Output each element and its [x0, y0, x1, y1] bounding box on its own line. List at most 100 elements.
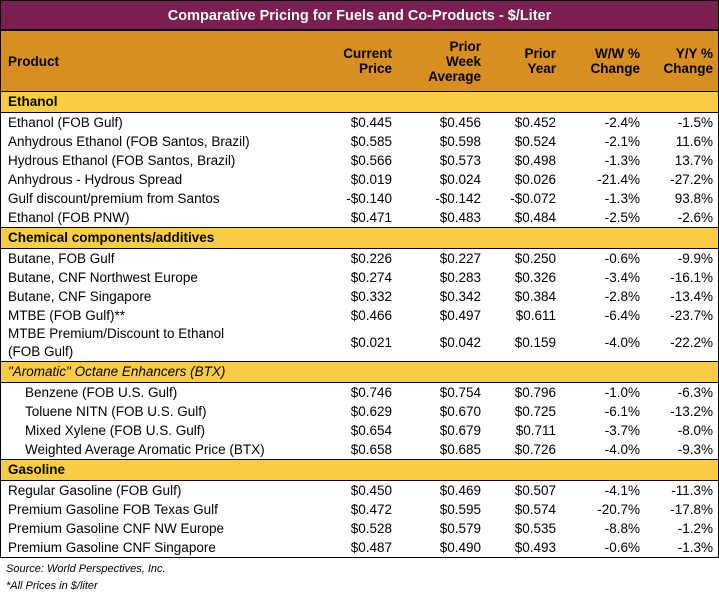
product-cell: MTBE (FOB Gulf)** [8, 307, 126, 323]
prior-year-cell: $0.796 [514, 384, 556, 400]
column-header: Prior Week Average [428, 38, 481, 84]
product-cell: MTBE Premium/Discount to Ethanol (FOB Gu… [8, 326, 225, 359]
prior-week-average-cell: $0.754 [439, 384, 481, 400]
table-row: Premium Gasoline CNF NW Europe $0.528 $0… [1, 519, 718, 538]
prior-year-cell: $0.493 [514, 539, 556, 555]
ww-change-cell: -0.6% [604, 250, 640, 266]
table-row: Weighted Average Aromatic Price (BTX) $0… [1, 440, 718, 459]
current-price-cell: $0.226 [350, 250, 392, 266]
current-price-cell: $0.654 [350, 422, 392, 438]
yy-change-cell: 11.6% [675, 133, 713, 149]
current-price-cell: $0.274 [350, 269, 392, 285]
prior-week-average-cell: $0.497 [439, 307, 481, 323]
column-header: Y/Y % Change [663, 46, 713, 76]
section-rows: Ethanol (FOB Gulf) $0.445 $0.456 $0.452 … [1, 113, 718, 227]
footer: Source: World Perspectives, Inc. *All Pr… [0, 558, 719, 599]
prior-year-cell: $0.452 [514, 114, 556, 130]
prior-week-average-cell: $0.573 [439, 152, 481, 168]
product-cell: Butane, FOB Gulf [8, 250, 115, 266]
prior-year-cell: -$0.072 [510, 190, 556, 206]
product-cell: Ethanol (FOB Gulf) [8, 114, 123, 130]
ww-change-cell: -3.4% [604, 269, 640, 285]
prior-week-average-cell: $0.679 [439, 422, 481, 438]
table-row: Benzene (FOB U.S. Gulf) $0.746 $0.754 $0… [1, 383, 718, 402]
current-price-cell: $0.746 [350, 384, 392, 400]
section-header: Gasoline [1, 459, 718, 481]
prior-week-average-cell: $0.456 [439, 114, 481, 130]
ww-change-cell: -0.6% [604, 539, 640, 555]
yy-change-cell: -1.2% [677, 520, 713, 536]
ww-change-cell: -3.7% [604, 422, 640, 438]
prior-year-cell: $0.711 [515, 422, 556, 438]
prior-week-average-cell: $0.483 [439, 209, 481, 225]
yy-change-cell: 93.8% [674, 190, 713, 206]
table-row: Mixed Xylene (FOB U.S. Gulf) $0.654 $0.6… [1, 421, 718, 440]
current-price-cell: $0.629 [350, 403, 392, 419]
yy-change-cell: -1.5% [677, 114, 713, 130]
product-cell: Anhydrous - Hydrous Spread [8, 171, 183, 187]
yy-change-cell: -9.9% [677, 250, 713, 266]
prior-year-cell: $0.250 [514, 250, 556, 266]
table-row: Butane, CNF Northwest Europe $0.274 $0.2… [1, 268, 718, 287]
product-cell: Benzene (FOB U.S. Gulf) [25, 384, 178, 400]
table-title: Comparative Pricing for Fuels and Co-Pro… [1, 1, 718, 31]
table-row: MTBE (FOB Gulf)** $0.466 $0.497 $0.611 -… [1, 306, 718, 325]
product-cell: Butane, CNF Northwest Europe [8, 269, 198, 285]
product-cell: Butane, CNF Singapore [8, 288, 152, 304]
ww-change-cell: -2.1% [604, 133, 640, 149]
prior-week-average-cell: $0.579 [439, 520, 481, 536]
table-section: Chemical components/additives Butane, FO… [1, 227, 718, 361]
yy-change-cell: -13.2% [670, 403, 713, 419]
table-row: Anhydrous Ethanol (FOB Santos, Brazil) $… [1, 132, 718, 151]
current-price-cell: $0.332 [350, 288, 392, 304]
yy-change-cell: -6.3% [677, 384, 713, 400]
yy-change-cell: -9.3% [677, 441, 713, 457]
yy-change-cell: -17.8% [670, 501, 713, 517]
prior-week-average-cell: $0.227 [439, 250, 481, 266]
table-row: Premium Gasoline FOB Texas Gulf $0.472 $… [1, 500, 718, 519]
product-cell: Premium Gasoline CNF NW Europe [8, 520, 225, 536]
product-cell: Regular Gasoline (FOB Gulf) [8, 482, 182, 498]
product-cell: Anhydrous Ethanol (FOB Santos, Brazil) [8, 133, 250, 149]
table-section: Gasoline Regular Gasoline (FOB Gulf) $0.… [1, 459, 718, 557]
table-row: MTBE Premium/Discount to Ethanol (FOB Gu… [1, 325, 718, 361]
prior-year-cell: $0.725 [514, 403, 556, 419]
yy-change-cell: -2.6% [677, 209, 713, 225]
prior-year-cell: $0.535 [514, 520, 556, 536]
prior-year-cell: $0.524 [514, 133, 556, 149]
product-cell: Weighted Average Aromatic Price (BTX) [25, 441, 265, 457]
ww-change-cell: -2.8% [604, 288, 640, 304]
prior-week-average-cell: $0.490 [439, 539, 481, 555]
table-row: Regular Gasoline (FOB Gulf) $0.450 $0.46… [1, 481, 718, 500]
table-row: Gulf discount/premium from Santos -$0.14… [1, 189, 718, 208]
current-price-cell: $0.021 [350, 335, 392, 350]
ww-change-cell: -20.7% [597, 501, 640, 517]
table-row: Butane, CNF Singapore $0.332 $0.342 $0.3… [1, 287, 718, 306]
yy-change-cell: -22.2% [670, 335, 713, 350]
ww-change-cell: -8.8% [604, 520, 640, 536]
table-section: Ethanol Ethanol (FOB Gulf) $0.445 $0.456… [1, 91, 718, 227]
prior-week-average-cell: $0.469 [439, 482, 481, 498]
yy-change-cell: -23.7% [670, 307, 713, 323]
prior-week-average-cell: $0.042 [439, 335, 481, 350]
ww-change-cell: -21.4% [597, 171, 640, 187]
column-header: Current Price [343, 46, 392, 76]
prior-year-cell: $0.611 [515, 307, 556, 323]
table-row: Hydrous Ethanol (FOB Santos, Brazil) $0.… [1, 151, 718, 170]
table-body: Ethanol Ethanol (FOB Gulf) $0.445 $0.456… [1, 91, 718, 557]
section-header: Chemical components/additives [1, 227, 718, 249]
yy-change-cell: -27.2% [670, 171, 713, 187]
header-row: Product Current Price Prior Week Average Pr… [1, 31, 718, 91]
table-row: Anhydrous - Hydrous Spread $0.019 $0.024… [1, 170, 718, 189]
prior-week-average-cell: -$0.142 [435, 190, 481, 206]
ww-change-cell: -1.3% [604, 152, 640, 168]
prices-note: *All Prices in $/liter [6, 580, 98, 592]
current-price-cell: $0.471 [350, 209, 392, 225]
column-header: Product [8, 53, 60, 69]
prior-week-average-cell: $0.024 [439, 171, 481, 187]
prior-week-average-cell: $0.283 [439, 269, 481, 285]
current-price-cell: $0.487 [350, 539, 392, 555]
table-row: Premium Gasoline CNF Singapore $0.487 $0… [1, 538, 718, 557]
current-price-cell: $0.466 [350, 307, 392, 323]
ww-change-cell: -2.4% [604, 114, 640, 130]
